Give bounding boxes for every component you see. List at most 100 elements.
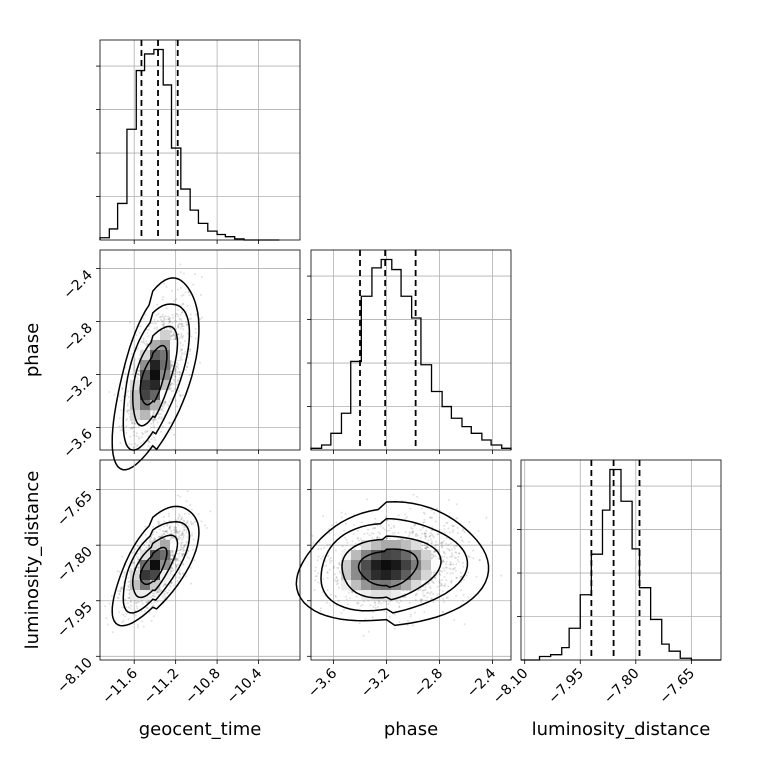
scatter-point [156, 303, 159, 306]
scatter-point [455, 576, 458, 579]
y-tick-label: −2.8 [60, 320, 95, 355]
scatter-point [156, 326, 159, 329]
scatter-point [150, 536, 153, 539]
scatter-point [404, 595, 407, 598]
scatter-point [388, 537, 391, 540]
scatter-point [335, 576, 338, 579]
density-cell [361, 560, 372, 571]
scatter-point [123, 572, 126, 575]
scatter-point [127, 584, 130, 587]
scatter-point [437, 533, 440, 536]
scatter-point [130, 443, 133, 446]
scatter-point [463, 531, 466, 534]
scatter-point [128, 409, 131, 412]
scatter-point [386, 611, 388, 614]
scatter-point [333, 573, 336, 576]
scatter-point [153, 601, 156, 604]
scatter-point [172, 333, 175, 336]
scatter-point [177, 324, 179, 327]
scatter-point [166, 403, 169, 406]
scatter-point [397, 538, 400, 541]
scatter-point [356, 537, 359, 540]
scatter-point [132, 447, 135, 450]
scatter-point [420, 532, 423, 535]
scatter-point [446, 547, 449, 550]
x-tick-label: −11.6 [99, 665, 141, 707]
scatter-point [359, 537, 362, 540]
scatter-point [186, 304, 189, 307]
scatter-point [186, 490, 189, 493]
scatter-point [172, 554, 175, 557]
scatter-point [408, 534, 410, 537]
scatter-point [143, 342, 146, 345]
scatter-point [120, 409, 123, 412]
scatter-point [426, 545, 429, 548]
scatter-point [169, 320, 172, 323]
scatter-point [158, 316, 161, 319]
scatter-point [462, 529, 464, 532]
scatter-point [460, 589, 463, 592]
scatter-point [409, 613, 412, 616]
scatter-point [329, 556, 332, 559]
scatter-point [200, 520, 203, 523]
scatter-point [451, 548, 453, 551]
scatter-point [194, 337, 197, 340]
scatter-point [431, 525, 434, 528]
scatter-point [154, 418, 157, 421]
scatter-point [168, 422, 171, 425]
scatter-point [351, 591, 354, 594]
scatter-point [185, 522, 187, 525]
density-cell [130, 390, 141, 401]
scatter-point [172, 390, 175, 393]
density-cell [160, 330, 171, 341]
scatter-point [328, 568, 331, 571]
scatter-point [175, 405, 178, 408]
scatter-point [177, 326, 180, 329]
scatter-point [380, 602, 383, 605]
scatter-point [147, 544, 150, 547]
scatter-point [478, 559, 481, 562]
panel-frame [99, 39, 301, 241]
x-tick-label: −7.80 [601, 666, 643, 708]
scatter-point [171, 567, 174, 570]
scatter-point [170, 370, 172, 373]
density-cell [401, 570, 412, 581]
scatter-point [456, 559, 459, 561]
scatter-point [152, 424, 155, 427]
scatter-point [180, 311, 183, 314]
scatter-point [335, 549, 337, 552]
scatter-point [427, 539, 430, 542]
scatter-point [118, 395, 121, 398]
scatter-point [163, 580, 166, 583]
density-cell [130, 380, 141, 391]
scatter-point [177, 389, 180, 392]
y-tick-label: −7.95 [54, 599, 96, 641]
scatter-point [362, 600, 365, 603]
scatter-point [192, 548, 194, 551]
scatter-point [122, 575, 125, 578]
scatter-point [424, 537, 427, 540]
scatter-point [124, 381, 127, 384]
scatter-point [452, 528, 455, 531]
scatter-point [154, 438, 157, 441]
scatter-point [321, 555, 324, 558]
scatter-point [346, 541, 349, 544]
scatter-point [157, 412, 160, 415]
scatter-point [472, 549, 474, 552]
scatter-point [455, 594, 458, 597]
y-tick-label: −8.10 [54, 655, 96, 697]
scatter-point [131, 373, 134, 375]
scatter-point [150, 322, 153, 324]
scatter-point [177, 315, 180, 318]
scatter-point [184, 291, 187, 294]
density-cell [140, 590, 151, 601]
scatter-point [168, 320, 171, 323]
panel-frame [520, 459, 722, 661]
scatter-point [142, 337, 145, 340]
scatter-point [169, 387, 172, 390]
scatter-point [147, 440, 150, 443]
scatter-point [181, 311, 184, 314]
scatter-point [455, 557, 457, 560]
scatter-point [451, 530, 454, 533]
scatter-point [186, 521, 189, 524]
